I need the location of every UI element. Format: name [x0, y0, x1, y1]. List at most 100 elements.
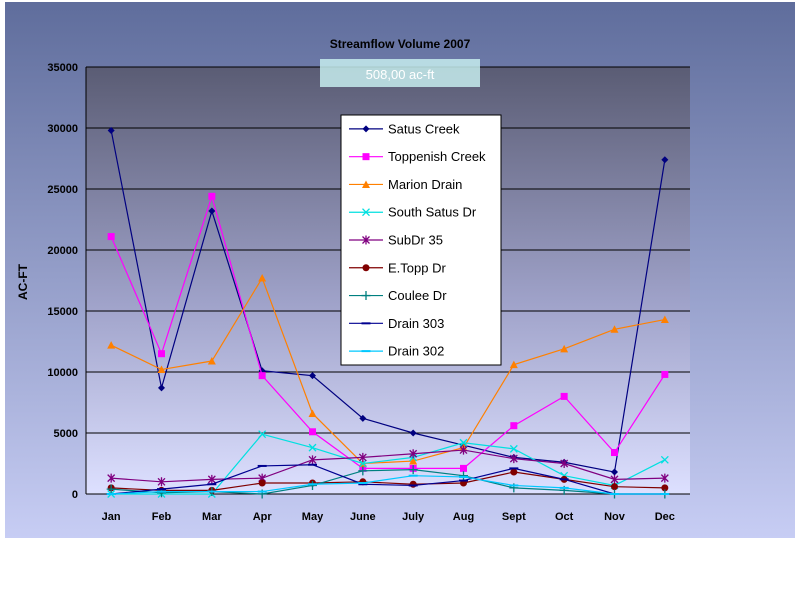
data-point: [258, 372, 266, 380]
value-overlay: 508,00 ac-ft: [320, 59, 480, 87]
data-point: [509, 454, 518, 464]
data-point: [308, 409, 317, 417]
x-tick-label: July: [402, 511, 425, 523]
y-tick-label: 30000: [47, 123, 78, 135]
series-drain-302: [106, 474, 670, 495]
value-overlay-box: [320, 59, 480, 87]
data-point: [309, 428, 316, 436]
data-point: [358, 452, 367, 462]
data-point: [208, 192, 216, 200]
series-line-drain-302: [111, 475, 665, 495]
legend-item-satus-creek: Satus Creek: [349, 121, 460, 136]
legend-swatch-marker: [362, 125, 370, 133]
data-point: [610, 325, 619, 333]
x-tick-label: May: [302, 511, 324, 523]
data-point: [509, 360, 518, 369]
data-point: [308, 455, 317, 465]
legend-label: E.Topp Dr: [388, 260, 446, 275]
data-point: [106, 484, 116, 494]
data-point: [107, 473, 116, 483]
series-group: [106, 126, 670, 499]
legend-item-south-satus-dr: South Satus Dr: [349, 205, 477, 220]
legend-item-e-topp-dr: E.Topp Dr: [349, 260, 446, 275]
legend-label: South Satus Dr: [388, 205, 477, 220]
x-tick-label: Oct: [555, 511, 574, 523]
legend-item-drain-303: Drain 303: [349, 316, 444, 331]
legend-swatch-marker: [362, 264, 370, 272]
data-point: [560, 459, 569, 468]
y-tick-labels: 0 5000 10000 15000 20000 25000 30000 35000: [47, 62, 78, 501]
x-tick-label: June: [350, 511, 376, 523]
data-point: [610, 474, 619, 484]
data-point: [207, 357, 216, 365]
x-tick-label: Sept: [502, 511, 526, 523]
data-point: [157, 365, 166, 374]
value-overlay-text: 508,00 ac-ft: [366, 67, 435, 82]
legend-item-toppenish-creek: Toppenish Creek: [349, 149, 486, 164]
data-point: [459, 438, 468, 447]
x-tick-label: Aug: [453, 511, 474, 523]
y-tick-label: 0: [72, 489, 78, 501]
legend-item-marion-drain: Marion Drain: [349, 177, 462, 192]
legend-item-subdr-35: SubDr 35: [349, 233, 443, 248]
data-point: [611, 468, 618, 476]
data-point: [459, 471, 468, 481]
y-tick-label: 35000: [47, 62, 78, 74]
legend-item-drain-302: Drain 302: [349, 344, 444, 359]
data-point: [207, 474, 216, 484]
data-point: [560, 392, 568, 400]
series-line-satus-creek: [110, 130, 666, 473]
series-line-drain-303: [111, 464, 665, 495]
data-point: [309, 372, 316, 380]
data-point: [308, 480, 317, 490]
data-point: [358, 459, 367, 468]
data-point: [510, 468, 518, 476]
data-point: [661, 484, 669, 492]
y-tick-label: 20000: [47, 245, 78, 257]
data-point: [459, 445, 468, 455]
x-tick-label: Mar: [202, 511, 222, 523]
chart: 0 5000 10000 15000 20000 25000 30000 35000 Jan F…: [5, 2, 795, 538]
data-point: [409, 457, 418, 465]
legend-swatch-marker: [362, 208, 370, 217]
y-tick-label: 10000: [47, 367, 78, 379]
data-point: [107, 126, 115, 134]
data-point: [208, 207, 216, 215]
data-point: [510, 422, 518, 430]
legend-label: SubDr 35: [388, 233, 443, 248]
x-tick-labels: Jan Feb Mar Apr May June July Aug Sept Oct Nov Dec: [102, 511, 675, 523]
x-tick-label: Dec: [655, 511, 675, 523]
data-point: [661, 156, 669, 164]
series-line-e-topp-dr: [111, 471, 665, 491]
series-line-toppenish-creek: [110, 194, 666, 469]
data-point: [158, 350, 165, 358]
data-point: [509, 444, 518, 453]
data-point: [258, 430, 267, 439]
data-point: [408, 465, 418, 475]
y-tick-label: 5000: [54, 428, 78, 440]
legend-label: Toppenish Creek: [388, 149, 486, 164]
legend-label: Satus Creek: [388, 121, 460, 136]
legend-item-coulee-dr: Coulee Dr: [349, 288, 447, 303]
series-marion-drain: [107, 274, 669, 467]
x-tick-label: Apr: [253, 511, 273, 523]
data-point: [460, 464, 467, 472]
data-point: [611, 483, 618, 491]
data-point: [660, 455, 669, 464]
series-drain-303: [106, 463, 670, 495]
y-axis-label: AC-FT: [16, 263, 30, 300]
y-tick-label: 15000: [47, 306, 78, 318]
legend-label: Marion Drain: [388, 177, 462, 192]
data-point: [308, 443, 317, 452]
y-tick-label: 25000: [47, 184, 78, 196]
data-point: [107, 233, 115, 241]
x-tick-label: Nov: [604, 511, 626, 523]
legend-swatch-marker: [362, 153, 370, 161]
x-tick-label: Feb: [152, 511, 172, 523]
legend-swatch-marker: [362, 180, 370, 188]
series-line-subdr-35: [111, 449, 665, 483]
data-point: [660, 473, 669, 483]
data-point: [107, 341, 116, 349]
data-point: [611, 449, 618, 457]
data-point: [258, 274, 267, 282]
